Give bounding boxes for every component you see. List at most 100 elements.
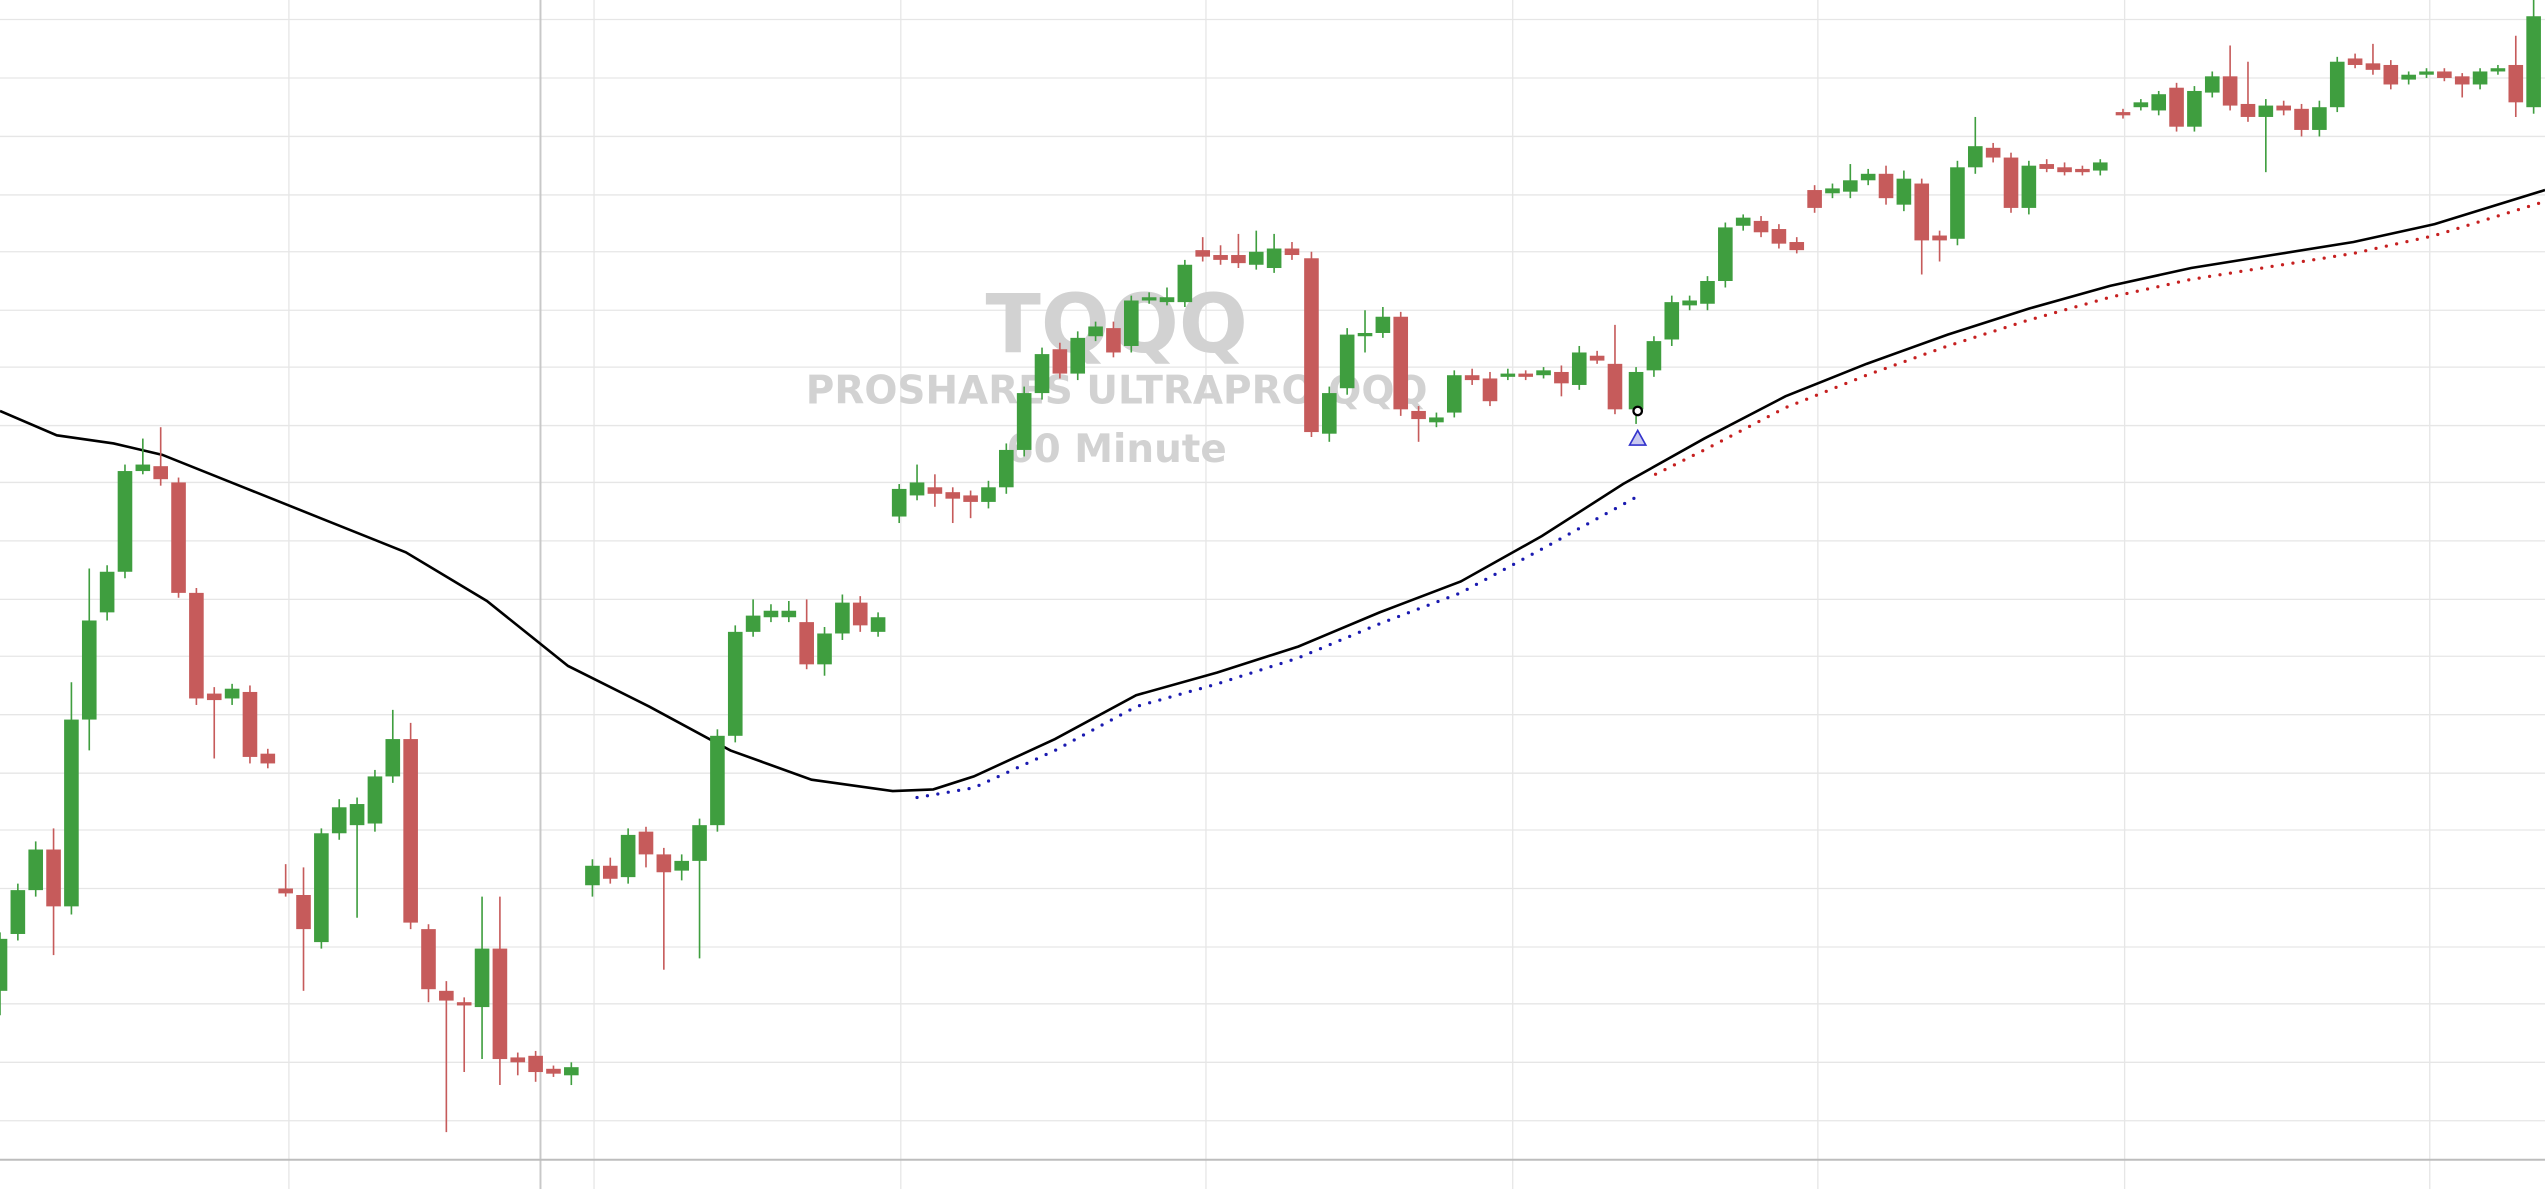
candle-body — [638, 831, 654, 855]
candles — [0, 0, 2541, 1133]
candle-body — [1411, 410, 1426, 420]
candle-body — [1088, 326, 1103, 337]
candle-body — [1554, 371, 1569, 384]
candle-body — [439, 990, 454, 1001]
candle-body — [852, 602, 868, 626]
candle-body — [909, 482, 925, 496]
candle-body — [2039, 164, 2055, 169]
candle-body — [1536, 370, 1551, 376]
candle-body — [278, 888, 293, 894]
candle-body — [1628, 371, 1644, 410]
candle-body — [385, 739, 401, 777]
candle-body — [296, 894, 311, 930]
candle-body — [1914, 183, 1930, 241]
candle-body — [1177, 264, 1193, 303]
candle-body — [28, 849, 44, 891]
candle-body — [2133, 102, 2149, 108]
candle-body — [1985, 147, 2001, 158]
candle-body — [2276, 105, 2291, 111]
candle-body — [1753, 220, 1769, 233]
candle-body — [1159, 297, 1175, 303]
candle-body — [260, 753, 276, 764]
candle-body — [2240, 103, 2256, 117]
candle-body — [1843, 180, 1858, 192]
candle-body — [963, 495, 978, 502]
candle-body — [1375, 316, 1391, 333]
candle-body — [0, 938, 8, 991]
candle-body — [1646, 341, 1662, 371]
candle-body — [1266, 248, 1282, 269]
candle-body — [367, 776, 383, 824]
candle-body — [817, 633, 832, 665]
candle-body — [2294, 108, 2309, 130]
candle-body — [2312, 107, 2327, 130]
candle-body — [64, 719, 79, 907]
indicator-lines — [0, 188, 2545, 800]
candle-body — [1123, 300, 1139, 346]
candle-body — [224, 688, 240, 699]
candle-body — [528, 1055, 543, 1073]
candle-body — [620, 834, 636, 878]
candle-body — [2437, 71, 2452, 78]
candle-body — [1735, 217, 1751, 226]
candle-body — [1932, 235, 1947, 241]
candle-body — [2472, 71, 2488, 85]
candle-body — [1304, 258, 1319, 433]
candle-body — [945, 492, 961, 499]
candle-body — [1106, 328, 1121, 353]
candle-body — [46, 849, 61, 907]
candle-body — [2003, 157, 2019, 208]
candle-body — [745, 615, 761, 632]
candle-body — [891, 488, 907, 517]
candle-body — [349, 804, 365, 826]
candle-body — [2383, 64, 2399, 85]
candle-body — [2258, 105, 2274, 117]
candle-body — [1589, 355, 1605, 361]
candle-body — [1518, 373, 1534, 377]
candle-body — [492, 948, 508, 1060]
candle-body — [927, 487, 943, 494]
candle-body — [546, 1068, 561, 1074]
candle-body — [1860, 173, 1876, 181]
candle-body — [81, 620, 97, 720]
watermark-interval: 60 Minute — [1007, 427, 1227, 472]
candle-body — [474, 948, 490, 1008]
candle-body — [981, 487, 996, 502]
candle-body — [1500, 373, 1516, 377]
candle-body — [1070, 337, 1086, 374]
candle-body — [189, 592, 204, 699]
candle-body — [242, 691, 258, 757]
candle-body — [2490, 68, 2506, 72]
candle-body — [2526, 16, 2541, 108]
candle-body — [1052, 349, 1068, 374]
candle-body — [1789, 242, 1805, 251]
candle-body — [1231, 255, 1246, 264]
candle-body — [2092, 162, 2108, 171]
candle-body — [781, 610, 797, 618]
candle-body — [1195, 250, 1211, 257]
candle-body — [1682, 300, 1697, 306]
candle-body — [314, 833, 329, 943]
candle-body — [656, 854, 672, 873]
candle-body — [727, 631, 743, 736]
candle-body — [2401, 74, 2416, 80]
signal-triangle — [1628, 428, 1648, 446]
candle-body — [1825, 188, 1840, 194]
candle-body — [2365, 63, 2381, 70]
candle-body — [602, 865, 618, 879]
candle-body — [99, 571, 115, 613]
candle-body — [2115, 112, 2131, 116]
candle-body — [1034, 354, 1050, 394]
candle-body — [1322, 393, 1337, 434]
candle-body — [117, 471, 133, 572]
candle-body — [1393, 316, 1409, 410]
candle-body — [710, 735, 725, 826]
candle-body — [999, 449, 1014, 488]
candle-body — [1429, 417, 1444, 423]
candle-body — [2057, 167, 2072, 173]
candle-body — [2347, 58, 2363, 65]
candle-body — [835, 602, 850, 634]
candle-body — [1464, 375, 1480, 381]
